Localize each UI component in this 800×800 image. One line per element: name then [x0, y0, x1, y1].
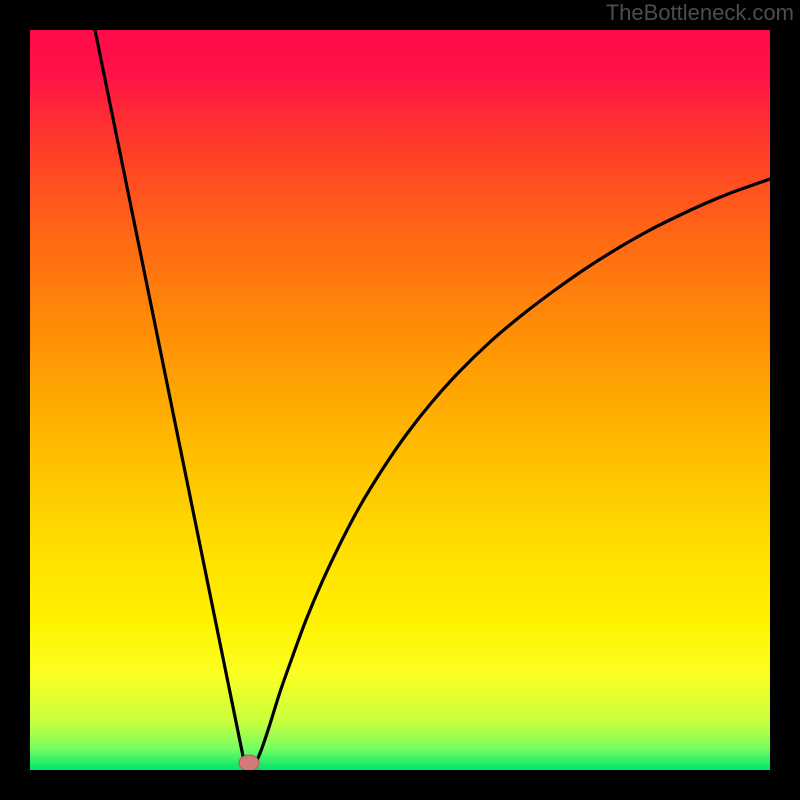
- chart-frame: TheBottleneck.com: [0, 0, 800, 800]
- plot-area: [30, 30, 770, 770]
- watermark-label: TheBottleneck.com: [606, 0, 794, 26]
- curve-left-branch: [95, 30, 244, 761]
- gradient-background: [30, 30, 770, 770]
- curve-right-branch: [255, 179, 770, 765]
- optimal-point-marker: [239, 755, 259, 770]
- chart-svg: [30, 30, 770, 770]
